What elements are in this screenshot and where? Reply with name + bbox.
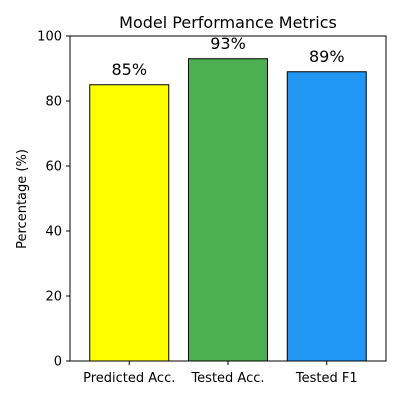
data-label: 85%: [111, 60, 147, 79]
plot-area: 85% Predicted Acc. 93% Tested Acc. 89% Tested…: [37, 30, 387, 386]
data-label: 93%: [210, 34, 246, 53]
bar-tested-acc: [188, 58, 268, 362]
chart-title: Model Performance Metrics: [119, 13, 337, 32]
x-tick-label: Tested Acc.: [190, 371, 264, 386]
y-tick-label: 20: [45, 290, 62, 305]
y-tick-label: 0: [54, 355, 62, 370]
plot-frame: [69, 35, 387, 362]
y-axis-label: Percentage (%): [15, 149, 30, 249]
x-tick-label: Tested F1: [295, 371, 358, 386]
y-tick-label: 60: [45, 160, 62, 175]
data-label: 89%: [309, 47, 345, 66]
bar-tested-f1: [286, 71, 367, 362]
y-tick-label: 100: [37, 30, 62, 45]
bar-predicted-acc: [89, 84, 170, 362]
x-tick-label: Predicted Acc.: [83, 371, 175, 386]
y-tick-label: 40: [45, 225, 62, 240]
y-tick-label: 80: [45, 95, 62, 110]
